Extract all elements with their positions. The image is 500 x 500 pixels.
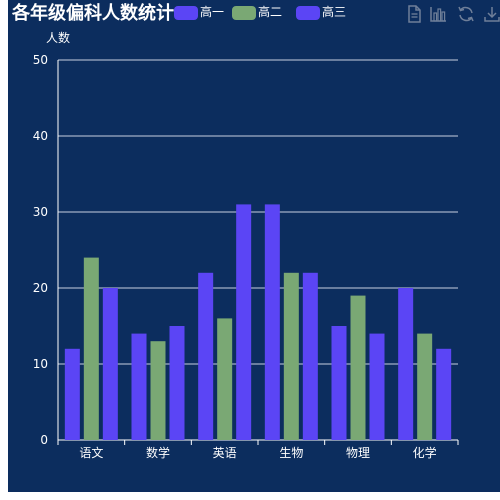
- legend-label-series-1: 高一: [200, 5, 225, 19]
- bar: [350, 295, 366, 440]
- bar: [217, 318, 233, 440]
- legend-item-series-1[interactable]: 高一: [174, 4, 226, 20]
- x-tick-label: 语文: [79, 445, 103, 460]
- y-tick-label: 30: [33, 205, 48, 219]
- x-tick-label: 物理: [346, 446, 370, 460]
- bar: [417, 333, 433, 440]
- legend-label-series-2: 高二: [258, 5, 283, 19]
- y-tick-label: 0: [40, 433, 48, 447]
- legend-item-series-2[interactable]: 高二: [232, 4, 284, 20]
- bar: [83, 257, 99, 440]
- x-tick-label: 英语: [213, 446, 237, 460]
- x-tick-label: 生物: [279, 446, 303, 460]
- toolbox: [404, 4, 500, 26]
- bar: [302, 272, 318, 440]
- data-view-icon[interactable]: [404, 4, 424, 24]
- legend-swatch-series-1: [174, 6, 198, 20]
- bar: [169, 326, 185, 440]
- x-tick-label: 化学: [413, 445, 437, 460]
- legend-label-series-3: 高三: [322, 5, 347, 19]
- bar: [331, 326, 347, 440]
- bar: [64, 348, 80, 440]
- bar: [264, 204, 280, 440]
- legend-swatch-series-2: [232, 6, 256, 20]
- y-tick-label: 10: [33, 357, 48, 371]
- y-axis-title: 人数: [46, 30, 70, 45]
- bar: [436, 348, 452, 440]
- x-tick-label: 数学: [146, 445, 170, 460]
- bar: [398, 288, 414, 440]
- legend-swatch-series-3: [296, 6, 320, 20]
- download-icon[interactable]: [482, 4, 500, 24]
- bar: [131, 333, 147, 440]
- y-tick-label: 50: [33, 53, 48, 67]
- bar: [150, 341, 166, 440]
- bar: [369, 333, 385, 440]
- chart-title: 各年级偏科人数统计: [12, 3, 174, 24]
- y-tick-label: 40: [33, 129, 48, 143]
- bar-chart-icon[interactable]: [428, 4, 448, 24]
- bar: [102, 288, 118, 440]
- legend-item-series-3[interactable]: 高三: [296, 4, 348, 20]
- y-tick-label: 20: [33, 281, 48, 295]
- bar: [198, 272, 214, 440]
- bar: [236, 204, 252, 440]
- restore-icon[interactable]: [456, 4, 476, 24]
- bar: [283, 272, 299, 440]
